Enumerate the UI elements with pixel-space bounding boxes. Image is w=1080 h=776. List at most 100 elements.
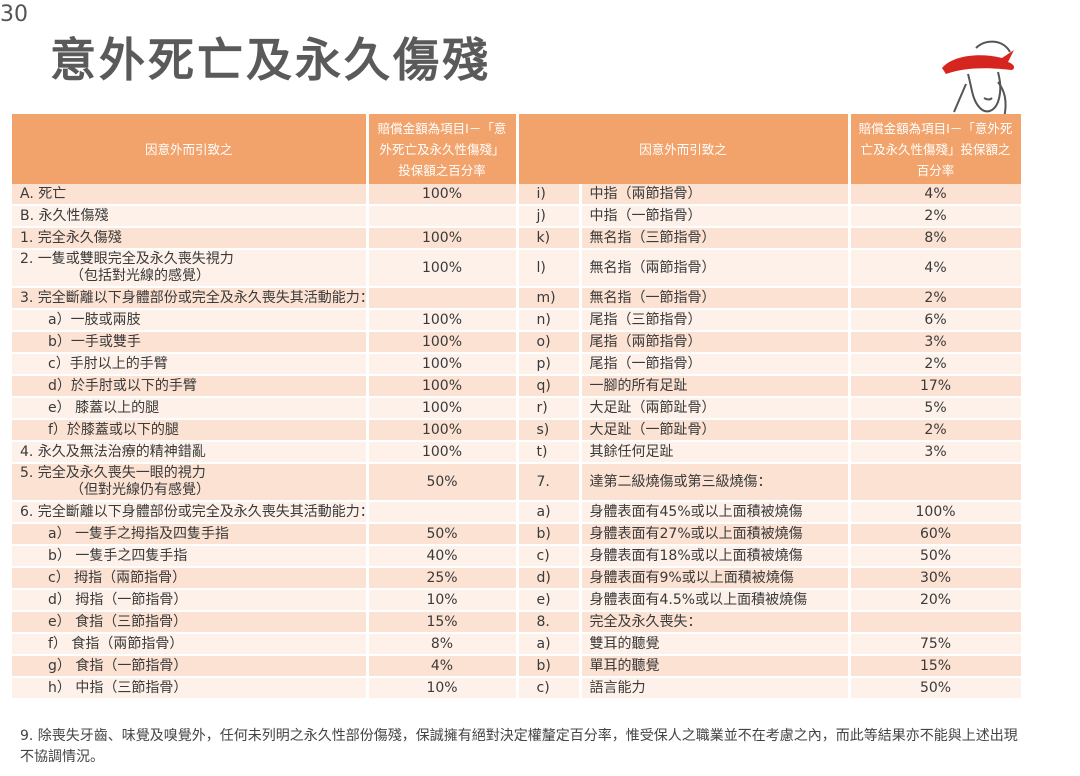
right-item-label: t) xyxy=(517,441,582,464)
right-item-percentage: 3% xyxy=(849,331,1024,354)
right-item-label: j) xyxy=(517,205,582,228)
left-item-description: 1. 完全永久傷殘 xyxy=(12,227,369,250)
right-item-label: a) xyxy=(517,501,582,524)
left-item-description: f） 食指（兩節指骨） xyxy=(12,633,369,656)
left-item-percentage: 100% xyxy=(367,397,519,420)
left-item-description: B. 永久性傷殘 xyxy=(12,205,369,228)
right-item-percentage: 2% xyxy=(849,419,1024,442)
left-item-line: （但對光線仍有感覺） xyxy=(70,482,210,498)
right-item-percentage: 3% xyxy=(849,441,1024,464)
left-item-description: a）一肢或兩肢 xyxy=(12,309,369,332)
left-item-description: b）一手或雙手 xyxy=(12,331,369,354)
right-item-description: 身體表面有45%或以上面積被燒傷 xyxy=(580,501,851,524)
right-item-percentage: 8% xyxy=(849,227,1024,250)
left-item-description: c） 拇指（兩節指骨） xyxy=(12,567,369,590)
left-item-percentage xyxy=(367,287,519,310)
left-item-description: f）於膝蓋或以下的腿 xyxy=(12,419,369,442)
left-item-line: A. 死亡 xyxy=(20,186,67,202)
left-item-percentage: 50% xyxy=(367,463,519,502)
left-item-description: d）於手肘或以下的手臂 xyxy=(12,375,369,398)
table-row: 3. 完全斷離以下身體部份或完全及永久喪失其活動能力： m) 無名指（一節指骨） 2% xyxy=(12,287,1024,310)
right-item-label: c) xyxy=(517,545,582,568)
left-item-line: g） 食指（一節指骨） xyxy=(48,658,188,674)
left-item-description: b） 一隻手之四隻手指 xyxy=(12,545,369,568)
benefit-table: 因意外而引致之 賠償金額為項目I－「意外死亡及永久性傷殘」投保額之百分率 因意外… xyxy=(12,114,1024,700)
left-item-line: f） 食指（兩節指骨） xyxy=(48,636,184,652)
right-item-label: q) xyxy=(517,375,582,398)
left-item-percentage: 100% xyxy=(367,249,519,288)
left-item-percentage: 4% xyxy=(367,655,519,678)
left-item-line: d） 拇指（一節指骨） xyxy=(48,592,188,608)
table-row: 2. 一隻或雙眼完全及永久喪失視力 （包括對光線的感覺） 100% l) 無名指（兩節指… xyxy=(12,249,1024,288)
header-benefit-left: 賠償金額為項目I－「意外死亡及永久性傷殘」投保額之百分率 xyxy=(367,114,519,184)
table-row: b）一手或雙手 100% o) 尾指（兩節指骨） 3% xyxy=(12,331,1024,354)
footnote: 9. 除喪失牙齒、味覺及嗅覺外，任何未列明之永久性部份傷殘，保誠擁有絕對決定權釐… xyxy=(20,728,1018,765)
right-item-description: 身體表面有9%或以上面積被燒傷 xyxy=(580,567,851,590)
left-item-description: 2. 一隻或雙眼完全及永久喪失視力 （包括對光線的感覺） xyxy=(12,249,369,288)
left-item-description: 3. 完全斷離以下身體部份或完全及永久喪失其活動能力： xyxy=(12,287,369,310)
left-item-description: 4. 永久及無法治療的精神錯亂 xyxy=(12,441,369,464)
table-row: 6. 完全斷離以下身體部份或完全及永久喪失其活動能力： a) 身體表面有45%或以上… xyxy=(12,501,1024,524)
left-item-line: f）於膝蓋或以下的腿 xyxy=(48,422,179,438)
left-item-percentage: 100% xyxy=(367,309,519,332)
right-item-label: a) xyxy=(517,633,582,656)
right-item-percentage: 2% xyxy=(849,205,1024,228)
left-item-line: 3. 完全斷離以下身體部份或完全及永久喪失其活動能力： xyxy=(20,290,367,306)
left-item-percentage: 100% xyxy=(367,353,519,376)
left-item-line: b） 一隻手之四隻手指 xyxy=(48,548,188,564)
left-item-percentage: 25% xyxy=(367,567,519,590)
left-item-description: d） 拇指（一節指骨） xyxy=(12,589,369,612)
left-item-line: a） 一隻手之拇指及四隻手指 xyxy=(48,526,230,542)
right-item-label: i) xyxy=(517,184,582,206)
left-item-line: c）手肘以上的手臂 xyxy=(48,356,168,372)
header-benefit-right: 賠償金額為項目I－「意外死亡及永久性傷殘」投保額之百分率 xyxy=(849,114,1024,184)
left-item-line: b）一手或雙手 xyxy=(48,334,141,350)
right-item-description: 無名指（一節指骨） xyxy=(580,287,851,310)
right-item-description: 無名指（兩節指骨） xyxy=(580,249,851,288)
table-row: f） 食指（兩節指骨） 8% a) 雙耳的聽覺 75% xyxy=(12,633,1024,656)
right-item-percentage: 2% xyxy=(849,353,1024,376)
right-item-description: 雙耳的聽覺 xyxy=(580,633,851,656)
left-item-line: 2. 一隻或雙眼完全及永久喪失視力 xyxy=(20,251,234,267)
right-item-percentage: 15% xyxy=(849,655,1024,678)
page-title: 意外死亡及永久傷殘 xyxy=(50,33,491,87)
right-item-percentage: 4% xyxy=(849,249,1024,288)
left-item-percentage: 100% xyxy=(367,184,519,206)
left-item-line: a）一肢或兩肢 xyxy=(48,312,141,328)
right-item-percentage: 50% xyxy=(849,545,1024,568)
left-item-description: 6. 完全斷離以下身體部份或完全及永久喪失其活動能力： xyxy=(12,501,369,524)
right-item-percentage: 6% xyxy=(849,309,1024,332)
table-row: 4. 永久及無法治療的精神錯亂 100% t) 其餘任何足趾 3% xyxy=(12,441,1024,464)
right-item-description: 無名指（三節指骨） xyxy=(580,227,851,250)
right-item-label: 8. xyxy=(517,611,582,634)
left-item-percentage: 40% xyxy=(367,545,519,568)
table-row: a） 一隻手之拇指及四隻手指 50% b) 身體表面有27%或以上面積被燒傷 60% xyxy=(12,523,1024,546)
table-row: d）於手肘或以下的手臂 100% q) 一腳的所有足趾 17% xyxy=(12,375,1024,398)
table-row: d） 拇指（一節指骨） 10% e) 身體表面有4.5%或以上面積被燒傷 20% xyxy=(12,589,1024,612)
right-item-percentage: 100% xyxy=(849,501,1024,524)
left-item-percentage: 15% xyxy=(367,611,519,634)
right-item-description: 完全及永久喪失： xyxy=(580,611,851,634)
right-item-label: b) xyxy=(517,655,582,678)
right-item-percentage: 4% xyxy=(849,184,1024,206)
right-item-label: c) xyxy=(517,677,582,700)
page-number: 30 xyxy=(0,2,28,27)
right-item-description: 其餘任何足趾 xyxy=(580,441,851,464)
right-item-label: s) xyxy=(517,419,582,442)
right-item-label: m) xyxy=(517,287,582,310)
left-item-line: 5. 完全及永久喪失一眼的視力 xyxy=(20,465,206,481)
table-row: A. 死亡 100% i) 中指（兩節指骨） 4% xyxy=(12,184,1024,206)
right-item-percentage: 75% xyxy=(849,633,1024,656)
right-item-percentage xyxy=(849,611,1024,634)
right-item-label: l) xyxy=(517,249,582,288)
right-item-description: 尾指（兩節指骨） xyxy=(580,331,851,354)
right-item-description: 身體表面有4.5%或以上面積被燒傷 xyxy=(580,589,851,612)
header-cause-left: 因意外而引致之 xyxy=(12,114,369,184)
table-row: e） 膝蓋以上的腿 100% r) 大足趾（兩節趾骨） 5% xyxy=(12,397,1024,420)
right-item-label: k) xyxy=(517,227,582,250)
left-item-line: （包括對光線的感覺） xyxy=(70,268,210,284)
left-item-line: B. 永久性傷殘 xyxy=(20,208,109,224)
left-item-line: e） 食指（三節指骨） xyxy=(48,614,188,630)
left-item-percentage: 100% xyxy=(367,227,519,250)
right-item-percentage: 5% xyxy=(849,397,1024,420)
